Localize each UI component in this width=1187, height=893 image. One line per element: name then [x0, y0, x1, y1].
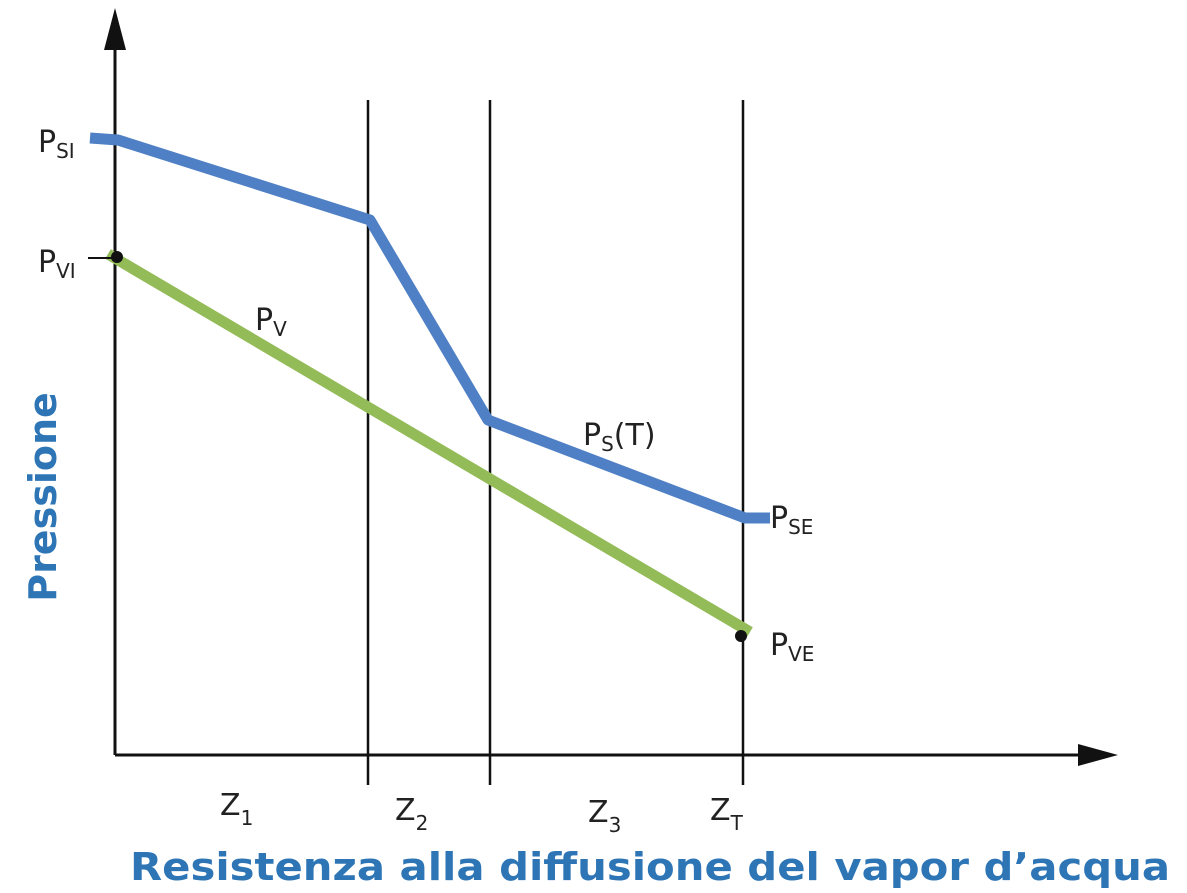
- label: PSE: [770, 501, 813, 539]
- label: PSI: [38, 125, 75, 163]
- layer-label: Z2: [395, 793, 428, 835]
- x-axis-title: Resistenza alla diffusione del vapor d’a…: [130, 845, 1170, 889]
- layer-label: ZT: [710, 793, 744, 835]
- label: PVI: [38, 245, 76, 283]
- y-arrow: [104, 8, 126, 50]
- point: [111, 251, 123, 263]
- point: [735, 630, 747, 642]
- label: PV: [255, 303, 287, 341]
- x-arrow: [1078, 744, 1118, 766]
- label: PS(T): [583, 418, 656, 456]
- y-axis-title: Pressione: [21, 392, 65, 602]
- saturation-pressure-line: [89, 132, 770, 524]
- label: PVE: [770, 628, 814, 666]
- vapor-pressure-line: [105, 249, 753, 637]
- layer-label: Z1: [220, 788, 253, 830]
- layer-label: Z3: [588, 795, 621, 837]
